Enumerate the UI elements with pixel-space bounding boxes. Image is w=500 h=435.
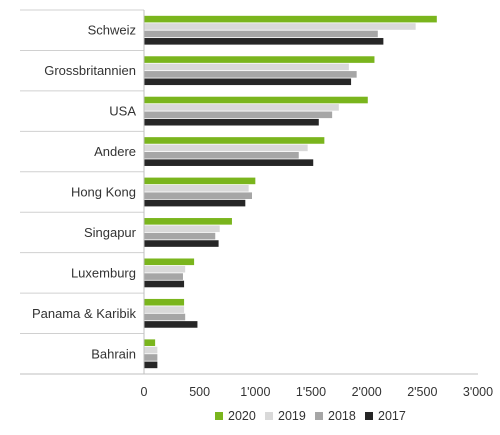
bar-2019-andere <box>144 144 308 152</box>
bar-2019-luxemburg <box>144 265 186 273</box>
x-tick-label: 500 <box>189 385 210 399</box>
bar-2019-schweiz <box>144 23 416 30</box>
legend-label-2020: 2020 <box>228 409 256 423</box>
x-tick-labels: 0 500 1'000 1'500 2'000 2'500 3'000 <box>141 385 494 399</box>
bar-2017-luxemburg <box>144 280 185 288</box>
bar-2019-bahrain <box>144 346 158 354</box>
legend-swatch-2019 <box>265 412 273 420</box>
bar-2018-luxemburg <box>144 273 183 280</box>
bar-2019-hong-kong <box>144 185 249 192</box>
bar-2018-hong-kong <box>144 192 252 199</box>
bar-2020-luxemburg <box>144 258 195 266</box>
bar-2017-bahrain <box>144 361 158 369</box>
category-label: Bahrain <box>91 346 136 361</box>
bar-2018-grossbritannien <box>144 71 357 78</box>
bar-2020-bahrain <box>144 339 156 346</box>
category-label: USA <box>109 104 136 119</box>
category-label: Singapur <box>84 225 137 240</box>
bar-2019-panama-karibik <box>144 306 185 313</box>
x-tick-label: 0 <box>141 385 148 399</box>
bar-2018-panama-karibik <box>144 313 186 321</box>
bar-2018-schweiz <box>144 30 378 38</box>
bar-2017-andere <box>144 159 314 166</box>
bar-2019-usa <box>144 104 339 111</box>
bars <box>144 15 437 369</box>
bar-2017-panama-karibik <box>144 321 198 328</box>
bar-2020-andere <box>144 137 325 144</box>
x-tick-label: 1'500 <box>296 385 326 399</box>
bar-2018-andere <box>144 151 299 159</box>
category-label: Grossbritannien <box>44 63 136 78</box>
bar-2020-grossbritannien <box>144 56 375 63</box>
x-tick-label: 3'000 <box>463 385 493 399</box>
axis <box>20 10 478 375</box>
bar-2019-singapur <box>144 225 220 233</box>
category-label: Andere <box>94 144 136 159</box>
bar-2017-schweiz <box>144 38 384 45</box>
bar-2020-schweiz <box>144 15 437 23</box>
legend-swatch-2020 <box>215 412 223 420</box>
bar-2020-panama-karibik <box>144 298 185 306</box>
legend-label-2019: 2019 <box>278 409 306 423</box>
bar-2018-singapur <box>144 232 216 240</box>
legend-swatch-2017 <box>365 412 373 420</box>
category-label: Hong Kong <box>71 185 136 200</box>
bar-2017-usa <box>144 118 319 126</box>
bar-2020-hong-kong <box>144 177 256 185</box>
category-labels: Schweiz Grossbritannien USA Andere Hong Kong… <box>32 23 137 362</box>
category-label: Luxemburg <box>71 265 136 280</box>
x-tick-label: 2'500 <box>407 385 437 399</box>
bar-2020-usa <box>144 96 368 104</box>
x-tick-label: 1'000 <box>240 385 270 399</box>
bar-2017-singapur <box>144 240 219 247</box>
bar-2018-bahrain <box>144 354 158 361</box>
bar-2017-hong-kong <box>144 199 246 207</box>
x-tick-label: 2'000 <box>352 385 382 399</box>
legend-label-2018: 2018 <box>328 409 356 423</box>
legend-label-2017: 2017 <box>378 409 406 423</box>
legend: 2020 2019 2018 2017 <box>215 409 406 423</box>
bar-2018-usa <box>144 111 333 119</box>
category-label: Panama & Karibik <box>32 306 137 321</box>
bar-2017-grossbritannien <box>144 78 352 86</box>
bar-2019-grossbritannien <box>144 63 349 71</box>
category-label: Schweiz <box>88 23 136 38</box>
bar-2020-singapur <box>144 218 232 225</box>
legend-swatch-2018 <box>315 412 323 420</box>
